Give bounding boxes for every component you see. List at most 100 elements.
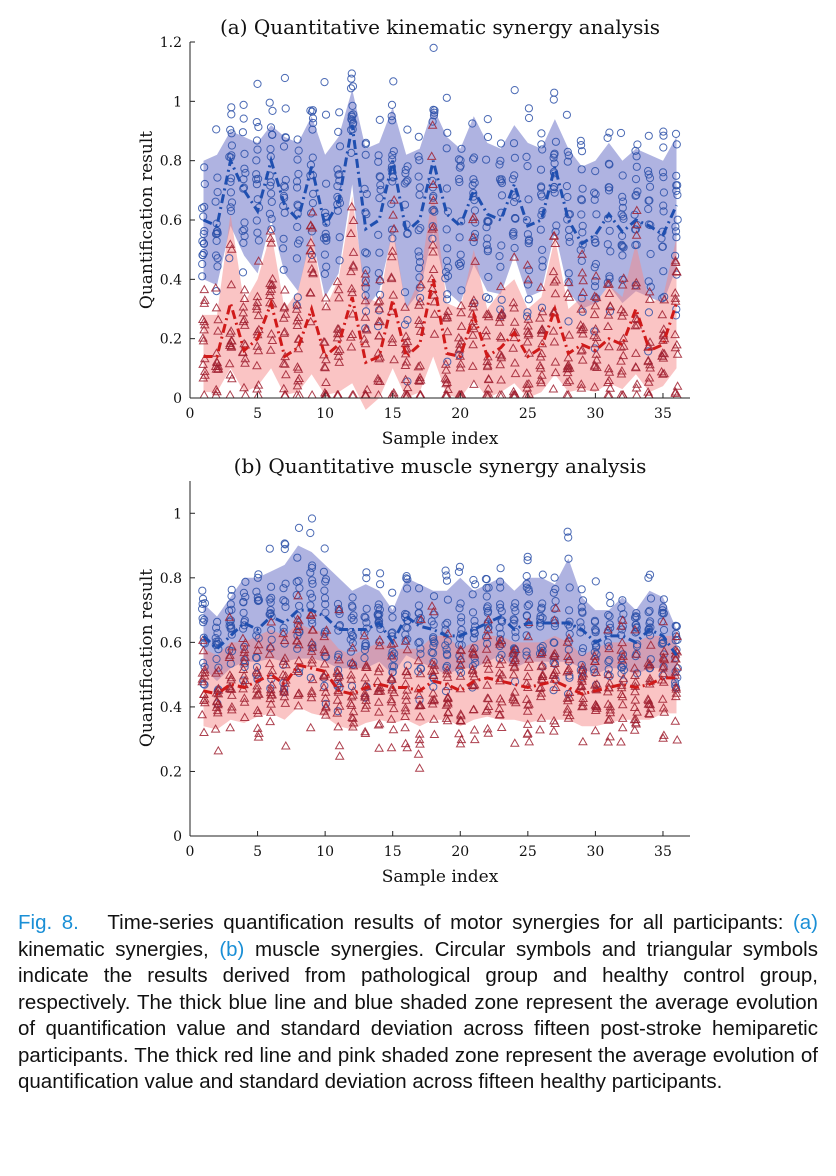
healthy-point xyxy=(456,734,467,744)
pathological-point xyxy=(604,159,614,168)
healthy-point xyxy=(239,382,249,392)
pathological-point xyxy=(429,657,438,667)
healthy-point xyxy=(346,341,357,351)
healthy-point xyxy=(428,179,439,188)
pathological-point xyxy=(198,594,208,603)
pathological-point xyxy=(200,202,209,211)
healthy-point xyxy=(617,699,628,709)
pathological-point xyxy=(333,707,342,716)
healthy-point xyxy=(253,310,264,320)
healthy-point xyxy=(456,307,466,317)
healthy-point xyxy=(292,315,303,325)
healthy-point xyxy=(252,689,263,698)
pathological-point xyxy=(618,251,627,260)
healthy-point xyxy=(577,355,588,364)
healthy-point xyxy=(305,609,316,619)
healthy-point xyxy=(374,303,385,313)
healthy-point xyxy=(345,332,356,341)
pathological-point xyxy=(199,658,208,667)
y-tick-label: 0.2 xyxy=(160,764,182,780)
pathological-point xyxy=(564,317,573,326)
healthy-point xyxy=(564,654,575,664)
healthy-point xyxy=(372,676,383,685)
pathological-point xyxy=(578,644,588,653)
x-tick-label: 30 xyxy=(586,406,604,422)
healthy-point xyxy=(467,664,478,673)
pathological-point xyxy=(471,580,480,589)
healthy-point xyxy=(657,351,667,360)
pathological-point xyxy=(198,586,207,595)
healthy-point xyxy=(279,635,290,644)
pathological-point xyxy=(213,254,222,263)
healthy-point xyxy=(631,718,642,728)
caption-ref-a[interactable]: (a) xyxy=(792,911,818,934)
pathological-point xyxy=(294,146,303,155)
healthy-point xyxy=(429,309,440,318)
healthy-point xyxy=(265,707,276,716)
pathological-point xyxy=(562,110,572,119)
pathological-point xyxy=(644,347,653,356)
healthy-point xyxy=(442,681,453,691)
pathological-point xyxy=(374,269,383,278)
pathological-point xyxy=(225,621,234,630)
healthy-point xyxy=(455,358,466,368)
pathological-point xyxy=(658,242,668,251)
healthy-point xyxy=(535,363,546,372)
healthy-point xyxy=(281,369,291,379)
panel-a-chart: (a) Quantitative kinematic synergy analy… xyxy=(137,15,690,449)
pathological-point xyxy=(347,627,356,637)
pathological-point xyxy=(482,223,491,232)
healthy-point xyxy=(481,654,492,664)
healthy-point xyxy=(659,730,669,739)
healthy-point xyxy=(292,380,303,390)
healthy-point xyxy=(373,697,384,706)
pathological-point xyxy=(468,590,477,599)
pathological-point xyxy=(468,181,477,190)
healthy-point xyxy=(643,658,654,667)
pathological-point xyxy=(454,155,463,164)
healthy-point xyxy=(578,328,588,338)
pathological-point xyxy=(252,587,261,596)
healthy-point xyxy=(562,377,572,386)
healthy-point xyxy=(240,389,251,399)
pathological-point xyxy=(265,595,274,604)
healthy-point xyxy=(523,320,533,330)
pathological-point xyxy=(267,197,276,206)
pathological-point xyxy=(212,623,221,632)
healthy-point xyxy=(672,631,682,640)
pathological-point xyxy=(470,153,479,162)
healthy-point xyxy=(360,277,371,287)
healthy-point xyxy=(360,726,370,736)
healthy-point xyxy=(280,670,291,680)
healthy-point xyxy=(254,728,264,737)
pathological-point xyxy=(252,631,261,640)
pathological-point xyxy=(644,308,654,317)
pathological-point xyxy=(524,295,533,304)
healthy-point xyxy=(631,362,641,372)
pathological-point xyxy=(227,592,236,601)
healthy-point xyxy=(618,333,629,343)
healthy-point xyxy=(373,316,384,325)
y-tick-label: 0.4 xyxy=(160,700,182,716)
healthy-point xyxy=(210,724,221,733)
pathological-point xyxy=(349,611,358,620)
pathological-point xyxy=(375,172,384,181)
pathological-point xyxy=(496,600,505,609)
pathological-point xyxy=(617,210,626,219)
pathological-point xyxy=(294,169,303,179)
healthy-point xyxy=(227,373,237,383)
healthy-point xyxy=(239,284,250,294)
pathological-point xyxy=(362,574,371,583)
pathological-point xyxy=(523,556,532,565)
healthy-point xyxy=(402,644,413,654)
healthy-point xyxy=(659,707,670,716)
healthy-point xyxy=(468,704,479,713)
pathological-point xyxy=(389,662,399,671)
healthy-point xyxy=(521,368,532,377)
pathological-point xyxy=(376,569,385,578)
pathological-point xyxy=(456,261,465,271)
caption-ref-b[interactable]: (b) xyxy=(219,937,245,961)
healthy-point xyxy=(481,325,491,335)
healthy-point xyxy=(549,615,560,624)
pathological-point xyxy=(252,136,262,145)
